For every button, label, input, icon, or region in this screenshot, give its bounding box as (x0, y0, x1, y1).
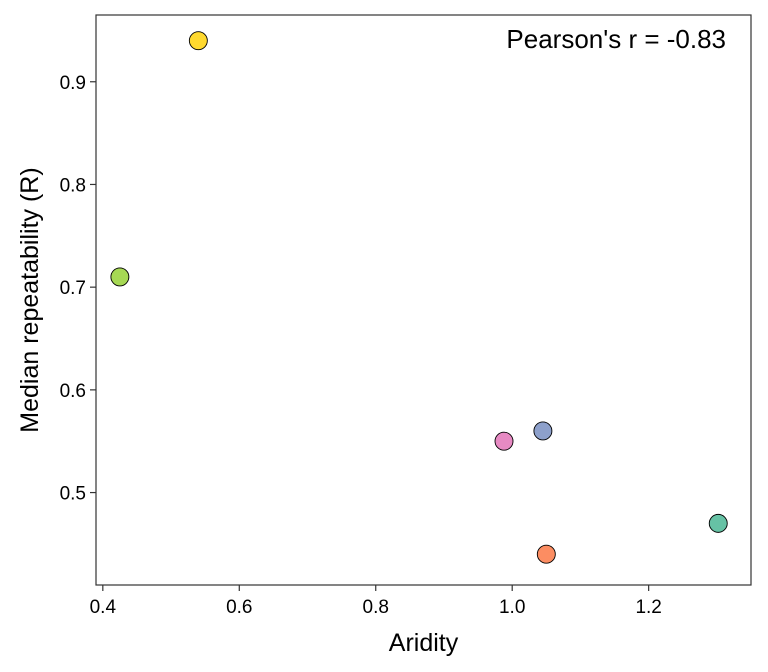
y-tick-label: 0.9 (60, 73, 86, 94)
data-point (110, 267, 130, 287)
x-axis-title: Aridity (389, 629, 459, 657)
data-point (494, 431, 514, 451)
x-tick-label: 1.2 (635, 597, 661, 618)
pearson-annotation: Pearson's r = -0.83 (506, 24, 726, 54)
plot-panel (95, 14, 752, 586)
x-axis: 0.4 0.6 0.8 1.0 1.2 (90, 585, 662, 618)
y-tick-label: 0.8 (60, 175, 86, 196)
y-tick-label: 0.6 (60, 381, 86, 402)
x-tick-label: 0.6 (226, 597, 252, 618)
y-axis-title: Median repeatability (R) (16, 167, 44, 432)
data-points (110, 31, 728, 564)
data-point (536, 544, 556, 564)
y-tick-label: 0.7 (60, 278, 86, 299)
y-axis: 0.5 0.6 0.7 0.8 0.9 (60, 73, 96, 505)
data-point (708, 513, 728, 533)
data-point (533, 421, 553, 441)
x-tick-label: 1.0 (499, 597, 525, 618)
y-tick-label: 0.5 (60, 484, 86, 505)
data-point (188, 31, 208, 51)
x-tick-label: 0.8 (363, 597, 389, 618)
x-tick-label: 0.4 (90, 597, 117, 618)
